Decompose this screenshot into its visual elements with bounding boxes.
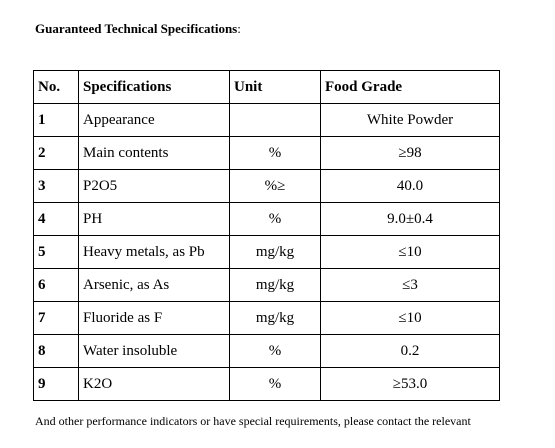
- table-row: 3 P2O5 %≥ 40.0: [33, 169, 500, 203]
- row-specification: K2O: [78, 367, 230, 401]
- row-unit: %: [229, 202, 321, 236]
- header-specifications: Specifications: [78, 70, 230, 104]
- row-number: 7: [33, 301, 79, 335]
- header-no: No.: [33, 70, 79, 104]
- row-specification: PH: [78, 202, 230, 236]
- row-specification: Appearance: [78, 103, 230, 137]
- row-food-grade: ≥53.0: [320, 367, 500, 401]
- row-food-grade: 0.2: [320, 334, 500, 368]
- table-row: 8 Water insoluble % 0.2: [33, 334, 500, 368]
- table-header-row: No. Specifications Unit Food Grade: [33, 70, 500, 104]
- row-specification: P2O5: [78, 169, 230, 203]
- row-specification: Heavy metals, as Pb: [78, 235, 230, 269]
- table-row: 6 Arsenic, as As mg/kg ≤3: [33, 268, 500, 302]
- spec-heading-text: Guaranteed Technical Specifications: [35, 21, 238, 36]
- row-food-grade: White Powder: [320, 103, 500, 137]
- row-specification: Arsenic, as As: [78, 268, 230, 302]
- spec-heading: Guaranteed Technical Specifications:: [35, 21, 241, 37]
- row-number: 2: [33, 136, 79, 170]
- table-row: 4 PH % 9.0±0.4: [33, 202, 500, 236]
- spec-heading-colon: :: [237, 21, 241, 36]
- table-row: 9 K2O % ≥53.0: [33, 367, 500, 401]
- row-food-grade: ≤3: [320, 268, 500, 302]
- row-number: 9: [33, 367, 79, 401]
- row-unit: mg/kg: [229, 301, 321, 335]
- row-food-grade: 9.0±0.4: [320, 202, 500, 236]
- row-number: 5: [33, 235, 79, 269]
- row-number: 8: [33, 334, 79, 368]
- specifications-table: No. Specifications Unit Food Grade 1 App…: [33, 70, 500, 401]
- row-unit: [229, 103, 321, 137]
- row-specification: Water insoluble: [78, 334, 230, 368]
- row-specification: Fluoride as F: [78, 301, 230, 335]
- row-unit: %: [229, 367, 321, 401]
- table-row: 1 Appearance White Powder: [33, 103, 500, 137]
- row-unit: %: [229, 136, 321, 170]
- table-row: 2 Main contents % ≥98: [33, 136, 500, 170]
- row-food-grade: ≥98: [320, 136, 500, 170]
- row-food-grade: ≤10: [320, 301, 500, 335]
- row-specification: Main contents: [78, 136, 230, 170]
- row-number: 6: [33, 268, 79, 302]
- row-number: 4: [33, 202, 79, 236]
- footnote-text: And other performance indicators or have…: [35, 414, 471, 428]
- table-row: 5 Heavy metals, as Pb mg/kg ≤10: [33, 235, 500, 269]
- row-food-grade: 40.0: [320, 169, 500, 203]
- row-number: 3: [33, 169, 79, 203]
- row-number: 1: [33, 103, 79, 137]
- row-unit: mg/kg: [229, 268, 321, 302]
- row-unit: mg/kg: [229, 235, 321, 269]
- row-food-grade: ≤10: [320, 235, 500, 269]
- header-food-grade: Food Grade: [320, 70, 500, 104]
- row-unit: %: [229, 334, 321, 368]
- header-unit: Unit: [229, 70, 321, 104]
- table-row: 7 Fluoride as F mg/kg ≤10: [33, 301, 500, 335]
- row-unit: %≥: [229, 169, 321, 203]
